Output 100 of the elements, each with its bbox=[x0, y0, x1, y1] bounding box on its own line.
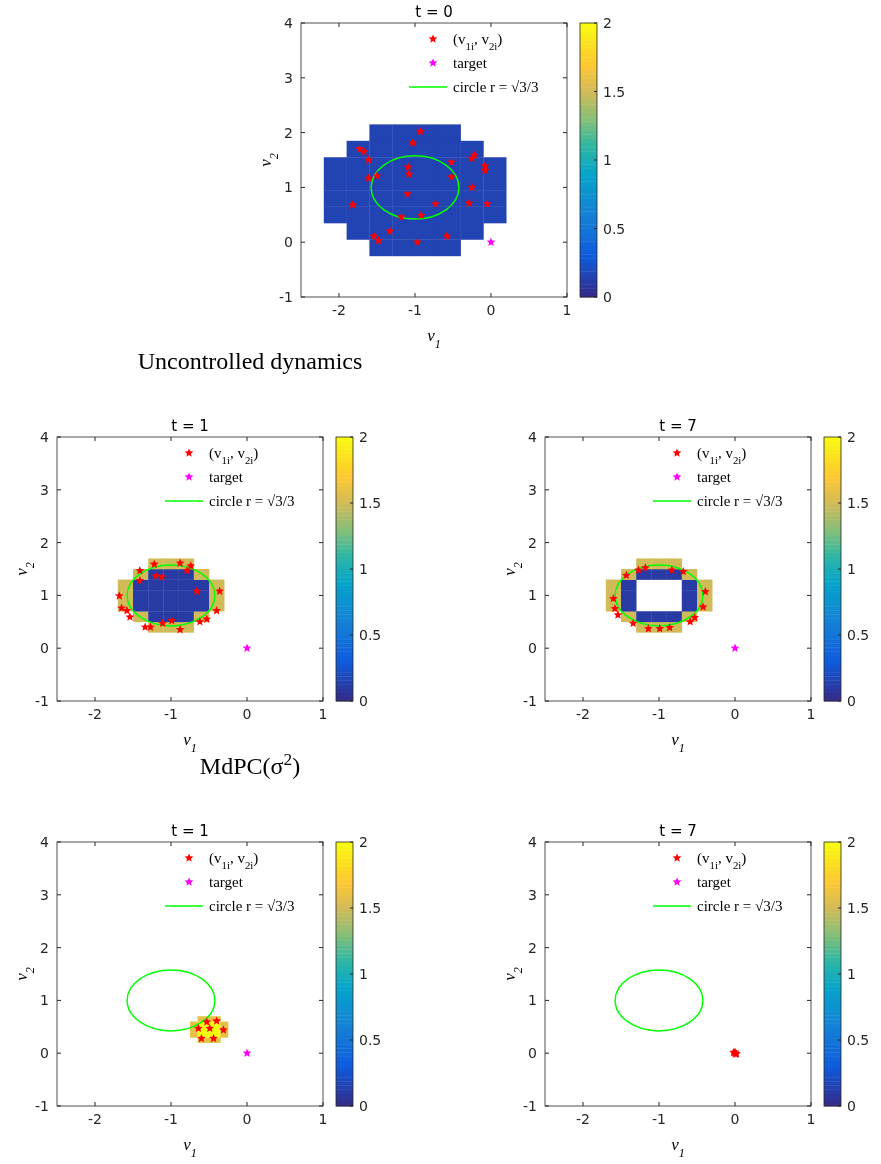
y-tick-label: 0 bbox=[40, 1045, 49, 1062]
x-tick-label: 0 bbox=[730, 1111, 740, 1127]
y-tick-label: 0 bbox=[284, 234, 293, 251]
y-tick-label: -1 bbox=[35, 693, 49, 709]
legend-label: (v$_{1i}$, v$_{2i}$) bbox=[453, 31, 503, 52]
x-tick-label: -1 bbox=[652, 1111, 666, 1127]
legend-label: circle r = √3/3 bbox=[697, 898, 783, 914]
color-bar-label: 1 bbox=[359, 966, 368, 982]
chart-title: t = 7 bbox=[659, 417, 697, 435]
y-tick-label: 1 bbox=[40, 587, 49, 604]
color-bar-label: 1 bbox=[603, 152, 612, 168]
color-bar-label: 1.5 bbox=[847, 495, 870, 511]
x-axis-title: v$_{1}$ bbox=[671, 1135, 685, 1160]
x-tick-label: -2 bbox=[332, 302, 346, 318]
color-bar-label: 0 bbox=[603, 289, 612, 305]
y-tick-label: -1 bbox=[35, 1098, 49, 1114]
legend-label: (v$_{1i}$, v$_{2i}$) bbox=[209, 445, 259, 466]
x-tick-label: -1 bbox=[408, 302, 422, 318]
color-bar-label: 2 bbox=[603, 15, 612, 31]
color-bar-label: 1.5 bbox=[847, 900, 870, 916]
y-tick-label: -1 bbox=[523, 1098, 537, 1114]
x-tick-label: -2 bbox=[576, 706, 590, 722]
y-tick-label: 4 bbox=[40, 834, 50, 850]
y-tick-label: 1 bbox=[284, 179, 293, 196]
x-tick-label: 1 bbox=[806, 1111, 816, 1127]
color-bar-label: 0 bbox=[359, 1098, 368, 1114]
color-bar-label: 0.5 bbox=[847, 627, 870, 643]
y-tick-label: 2 bbox=[40, 939, 49, 956]
x-tick-label: -2 bbox=[88, 706, 102, 722]
legend-label: (v$_{1i}$, v$_{2i}$) bbox=[209, 850, 259, 871]
y-tick-label: 4 bbox=[528, 834, 538, 850]
legend-label: circle r = √3/3 bbox=[453, 79, 539, 95]
color-bar-label: 0.5 bbox=[847, 1032, 870, 1048]
chart-title: t = 0 bbox=[415, 3, 453, 21]
color-bar-label: 0.5 bbox=[603, 220, 626, 237]
color-bar-label: 0 bbox=[847, 1098, 856, 1114]
y-tick-label: 1 bbox=[528, 587, 537, 604]
y-tick-label: -1 bbox=[523, 693, 537, 709]
legend-label: target bbox=[209, 874, 244, 890]
x-axis-title: v$_{1}$ bbox=[427, 326, 441, 351]
legend-label: circle r = √3/3 bbox=[209, 493, 295, 509]
color-bar-label: 0 bbox=[359, 693, 368, 709]
legend-label: target bbox=[697, 874, 732, 890]
color-bar-label: 0.5 bbox=[359, 1032, 382, 1048]
y-tick-label: 2 bbox=[528, 534, 537, 551]
x-tick-label: -1 bbox=[164, 706, 178, 722]
x-tick-label: -2 bbox=[88, 1111, 102, 1127]
y-tick-label: 2 bbox=[40, 534, 49, 551]
legend-label: target bbox=[209, 469, 244, 485]
x-tick-label: 1 bbox=[806, 706, 816, 722]
x-tick-label: -1 bbox=[164, 1111, 178, 1127]
y-tick-label: 2 bbox=[528, 939, 537, 956]
x-tick-label: 0 bbox=[242, 1111, 252, 1127]
y-tick-label: 4 bbox=[40, 429, 50, 445]
color-bar-label: 1 bbox=[359, 561, 368, 577]
y-tick-label: 4 bbox=[284, 15, 294, 31]
chart-subtitle: Uncontrolled dynamics bbox=[137, 348, 363, 374]
x-axis-title: v$_{1}$ bbox=[183, 1135, 197, 1160]
color-bar-label: 2 bbox=[359, 834, 368, 850]
y-tick-label: 4 bbox=[528, 429, 538, 445]
chart-subtitle: MdPC(σ$^{2}$) bbox=[199, 749, 301, 779]
legend-label: (v$_{1i}$, v$_{2i}$) bbox=[697, 445, 747, 466]
y-tick-label: 0 bbox=[528, 1045, 537, 1062]
x-tick-label: 1 bbox=[318, 706, 328, 722]
y-tick-label: 3 bbox=[40, 481, 49, 498]
x-axis-title: v$_{1}$ bbox=[671, 730, 685, 755]
color-bar-label: 1.5 bbox=[603, 83, 626, 100]
y-tick-label: 0 bbox=[528, 640, 537, 657]
x-axis-title: v$_{1}$ bbox=[183, 730, 197, 755]
x-tick-label: 0 bbox=[242, 706, 252, 722]
color-bar-label: 2 bbox=[359, 429, 368, 445]
x-tick-label: 1 bbox=[318, 1111, 328, 1127]
y-tick-label: 3 bbox=[40, 886, 49, 903]
legend-label: circle r = √3/3 bbox=[697, 493, 783, 509]
x-tick-label: -2 bbox=[576, 1111, 590, 1127]
color-bar-label: 1 bbox=[847, 561, 856, 577]
y-tick-label: 0 bbox=[40, 640, 49, 657]
legend-label: circle r = √3/3 bbox=[209, 898, 295, 914]
x-tick-label: 1 bbox=[562, 302, 572, 318]
legend-label: target bbox=[697, 469, 732, 485]
y-tick-label: 3 bbox=[528, 886, 537, 903]
y-tick-label: 3 bbox=[528, 481, 537, 498]
chart-title: t = 1 bbox=[171, 822, 209, 840]
y-tick-label: 3 bbox=[284, 69, 293, 86]
y-tick-label: 1 bbox=[40, 992, 49, 1009]
chart-title: t = 7 bbox=[659, 822, 697, 840]
x-tick-label: -1 bbox=[652, 706, 666, 722]
legend-label: target bbox=[453, 55, 488, 71]
color-bar-label: 2 bbox=[847, 429, 856, 445]
color-bar-label: 0.5 bbox=[359, 627, 382, 643]
x-tick-label: 0 bbox=[486, 302, 496, 318]
color-bar-label: 0 bbox=[847, 693, 856, 709]
y-tick-label: -1 bbox=[279, 289, 293, 305]
x-tick-label: 0 bbox=[730, 706, 740, 722]
y-tick-label: 2 bbox=[284, 124, 293, 141]
legend-label: (v$_{1i}$, v$_{2i}$) bbox=[697, 850, 747, 871]
chart-title: t = 1 bbox=[171, 417, 209, 435]
color-bar-label: 1 bbox=[847, 966, 856, 982]
color-bar-label: 2 bbox=[847, 834, 856, 850]
y-tick-label: 1 bbox=[528, 992, 537, 1009]
